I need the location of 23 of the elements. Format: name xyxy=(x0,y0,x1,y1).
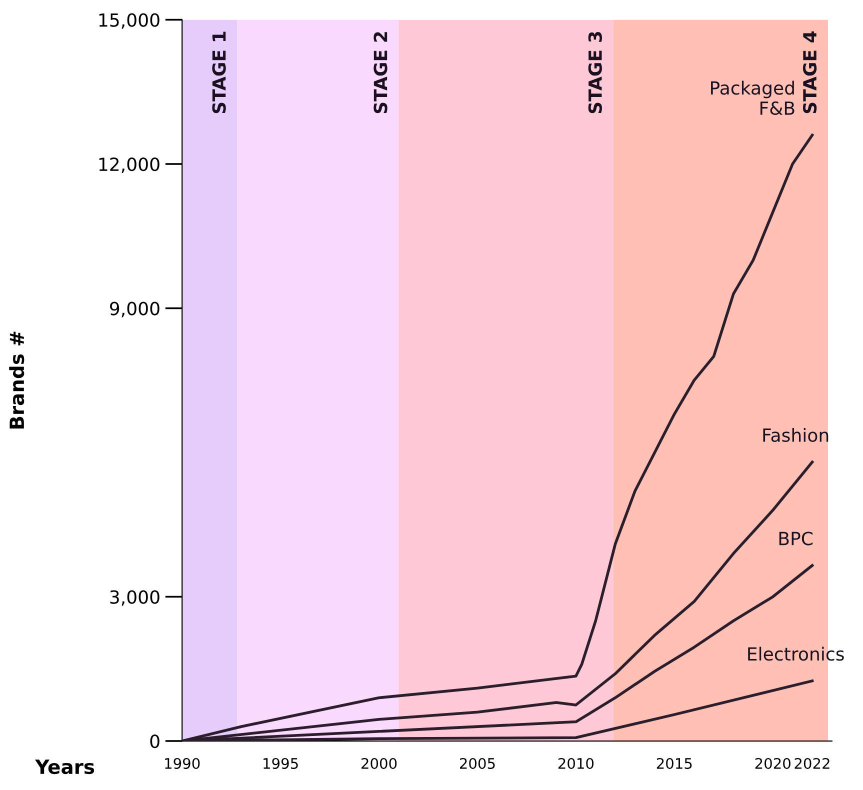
x-tick-label: 1995 xyxy=(264,758,298,769)
series-label: Fashion xyxy=(763,428,828,442)
x-tick-label: 2010 xyxy=(558,758,594,769)
y-tick-label: 0 xyxy=(150,734,160,748)
band-label: STAGE 4 xyxy=(802,31,817,114)
x-tick-label: 2015 xyxy=(656,758,692,769)
y-tick-label: 15,000 xyxy=(99,13,160,29)
x-tick-label: 2005 xyxy=(460,758,495,769)
y-axis-title: Brands # xyxy=(9,332,24,429)
y-tick-label: 9,000 xyxy=(110,302,160,318)
series-label: BPC xyxy=(779,532,813,546)
x-tick-label: 1990 xyxy=(165,758,200,769)
x-tick-label: 2000 xyxy=(362,758,397,769)
band-label: STAGE 1 xyxy=(212,32,226,114)
x-tick-label: 2022 xyxy=(794,758,830,769)
x-tick-label: 2020 xyxy=(755,758,790,769)
x-axis-title: Years xyxy=(35,760,94,774)
series-label: Electronics xyxy=(748,646,844,661)
series-label: Packaged F&B xyxy=(711,80,794,115)
band-label: STAGE 2 xyxy=(374,32,388,114)
band-label: STAGE 3 xyxy=(588,32,602,114)
y-tick-label: 12,000 xyxy=(99,157,160,173)
y-tick-label: 3,000 xyxy=(110,590,160,606)
